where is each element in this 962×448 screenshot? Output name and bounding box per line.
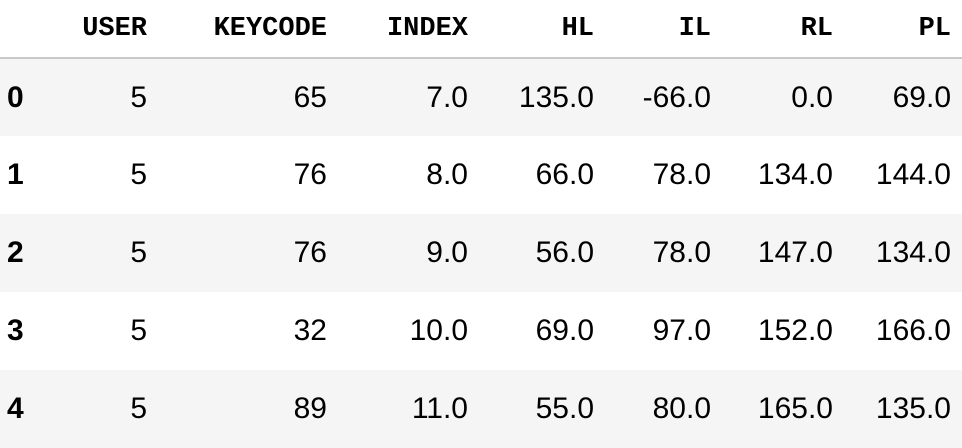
cell-rl: 152.0 bbox=[757, 314, 833, 347]
cell-pl: 135.0 bbox=[875, 392, 951, 425]
table-body: 0 5 65 7.0 135.0 -66.0 0.0 69.0 1 5 76 8… bbox=[0, 58, 962, 448]
cell-index: 10.0 bbox=[409, 314, 468, 347]
table-row: 2 5 76 9.0 56.0 78.0 147.0 134.0 bbox=[0, 214, 962, 292]
cell-index: 7.0 bbox=[426, 80, 468, 114]
table-header: USER KEYCODE INDEX HL IL RL PL bbox=[0, 0, 962, 59]
cell-il: -66.0 bbox=[642, 80, 711, 114]
cell-hl: 55.0 bbox=[535, 392, 594, 425]
table-row: 3 5 32 10.0 69.0 97.0 152.0 166.0 bbox=[0, 292, 962, 370]
cell-il: 97.0 bbox=[652, 314, 711, 347]
column-header-pl: PL bbox=[844, 0, 962, 59]
cell-index: 9.0 bbox=[426, 236, 468, 269]
cell-pl: 166.0 bbox=[875, 314, 951, 347]
cell-hl: 69.0 bbox=[535, 314, 594, 347]
cell-pl: 134.0 bbox=[875, 236, 951, 269]
cell-pl: 69.0 bbox=[892, 80, 951, 114]
cell-keycode: 89 bbox=[293, 392, 327, 425]
cell-il: 78.0 bbox=[652, 158, 711, 191]
row-index: 3 bbox=[7, 314, 24, 347]
cell-user: 5 bbox=[130, 236, 147, 269]
cell-user: 5 bbox=[130, 392, 147, 425]
cell-user: 5 bbox=[130, 80, 147, 114]
column-header-keycode: KEYCODE bbox=[158, 0, 338, 59]
cell-rl: 134.0 bbox=[757, 158, 833, 191]
column-header-index: INDEX bbox=[338, 0, 479, 59]
column-header-il: IL bbox=[605, 0, 722, 59]
cell-user: 5 bbox=[130, 314, 147, 347]
column-header-hl: HL bbox=[479, 0, 605, 59]
table-row: 0 5 65 7.0 135.0 -66.0 0.0 69.0 bbox=[0, 58, 962, 136]
cell-hl: 56.0 bbox=[535, 236, 594, 269]
cell-index: 11.0 bbox=[411, 392, 468, 425]
cell-index: 8.0 bbox=[426, 158, 468, 191]
cell-keycode: 76 bbox=[293, 158, 327, 191]
header-row: USER KEYCODE INDEX HL IL RL PL bbox=[0, 0, 962, 59]
index-header bbox=[0, 0, 50, 59]
row-index: 4 bbox=[7, 392, 24, 425]
cell-il: 78.0 bbox=[652, 236, 711, 269]
cell-hl: 66.0 bbox=[535, 158, 594, 191]
row-index: 0 bbox=[7, 80, 24, 114]
cell-keycode: 65 bbox=[293, 80, 327, 114]
cell-user: 5 bbox=[130, 158, 147, 191]
row-index: 1 bbox=[7, 158, 24, 191]
table-row: 1 5 76 8.0 66.0 78.0 134.0 144.0 bbox=[0, 136, 962, 214]
cell-keycode: 32 bbox=[293, 314, 327, 347]
cell-hl: 135.0 bbox=[518, 80, 594, 114]
column-header-rl: RL bbox=[722, 0, 844, 59]
cell-keycode: 76 bbox=[293, 236, 327, 269]
cell-rl: 165.0 bbox=[757, 392, 833, 425]
cell-rl: 0.0 bbox=[791, 80, 833, 114]
row-index: 2 bbox=[7, 236, 24, 269]
cell-rl: 147.0 bbox=[757, 236, 833, 269]
column-header-user: USER bbox=[50, 0, 158, 59]
cell-pl: 144.0 bbox=[875, 158, 951, 191]
table-row: 4 5 89 11.0 55.0 80.0 165.0 135.0 bbox=[0, 370, 962, 448]
cell-il: 80.0 bbox=[652, 392, 711, 425]
